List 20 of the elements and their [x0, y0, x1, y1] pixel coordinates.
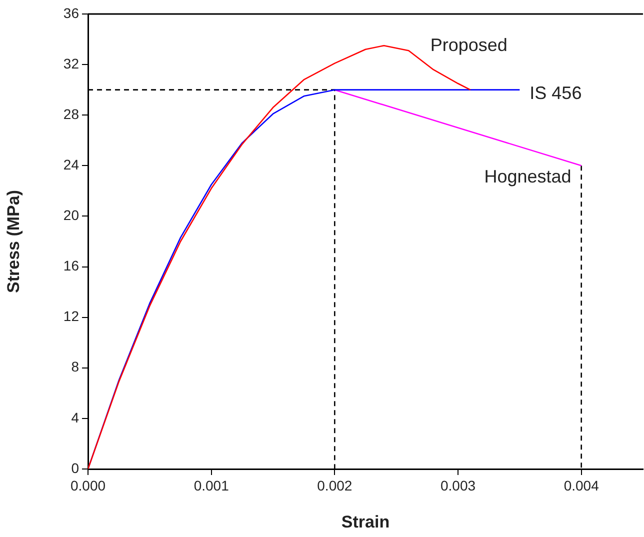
x-tick-label: 0.004 — [564, 477, 600, 494]
y-tick-label: 0 — [71, 460, 80, 476]
y-tick-label: 32 — [63, 55, 80, 72]
x-tick-label: 0.001 — [194, 477, 230, 494]
y-tick-label: 24 — [63, 156, 80, 173]
series-label: IS 456 — [530, 82, 582, 103]
y-axis-title: Stress (MPa) — [4, 190, 23, 293]
y-tick-label: 8 — [71, 358, 80, 375]
y-tick-label: 12 — [63, 308, 80, 324]
y-tick-label: 4 — [71, 409, 80, 426]
series-label: Hognestad — [484, 166, 572, 187]
y-tick-label: 36 — [63, 4, 80, 21]
series-label: Proposed — [430, 34, 508, 55]
y-tick-label: 16 — [63, 258, 80, 274]
x-axis-title: Strain — [341, 512, 390, 532]
y-tick-label: 20 — [63, 207, 80, 224]
y-tick-label: 28 — [63, 106, 80, 122]
x-tick-label: 0.000 — [70, 477, 106, 494]
x-tick-label: 0.002 — [317, 477, 352, 494]
x-tick-label: 0.003 — [440, 477, 476, 494]
